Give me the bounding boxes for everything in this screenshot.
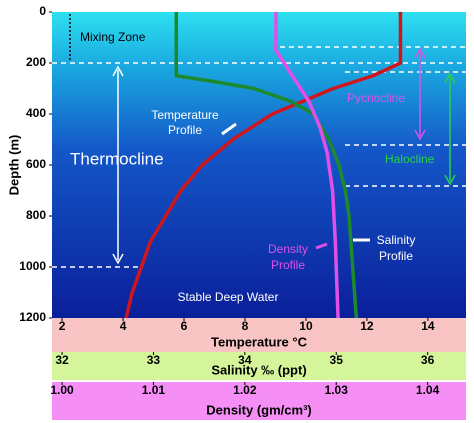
x-axis-label: Salinity ‰ (ppt) <box>211 362 306 377</box>
x-tick-label: 14 <box>421 319 435 333</box>
axis-band <box>52 318 466 352</box>
y-tick-label: 200 <box>26 55 46 69</box>
x-axis-label: Density (gm/cm³) <box>206 402 311 417</box>
axis-band <box>52 382 466 420</box>
x-tick-label: 35 <box>330 353 344 367</box>
x-axis-label: Temperature °C <box>211 334 308 349</box>
y-axis-label: Depth (m) <box>6 135 21 196</box>
annotation: Mixing Zone <box>80 30 146 44</box>
x-tick-label: 1.00 <box>50 383 74 397</box>
x-tick-label: 1.03 <box>325 383 349 397</box>
x-tick-label: 1.02 <box>233 383 257 397</box>
profile-line <box>274 12 340 319</box>
arrow-head <box>444 72 456 186</box>
x-tick-label: 36 <box>421 353 435 367</box>
y-tick-label: 600 <box>26 157 46 171</box>
x-tick-label: 2 <box>59 319 66 333</box>
annotation: Profile <box>168 123 202 137</box>
y-tick-label: 400 <box>26 106 46 120</box>
axis-band <box>52 352 466 380</box>
x-tick-label: 1.01 <box>142 383 166 397</box>
y-tick-label: 800 <box>26 208 46 222</box>
x-tick-label: 32 <box>55 353 69 367</box>
profile-line <box>124 12 403 319</box>
x-tick-label: 6 <box>181 319 188 333</box>
x-tick-label: 33 <box>147 353 161 367</box>
y-tick-label: 0 <box>39 4 46 18</box>
annotation: Halocline <box>385 152 435 166</box>
annotation: Profile <box>271 258 305 272</box>
pointer <box>315 242 328 250</box>
arrow-head <box>112 65 124 265</box>
x-tick-label: 4 <box>120 319 127 333</box>
pointer <box>221 122 237 136</box>
x-tick-label: 10 <box>299 319 313 333</box>
annotation: Thermocline <box>70 149 164 168</box>
annotation: Salinity <box>377 233 416 247</box>
arrow-head <box>414 47 426 141</box>
x-tick-label: 12 <box>360 319 374 333</box>
y-tick-label: 1000 <box>19 259 46 273</box>
x-tick-label: 34 <box>238 353 252 367</box>
annotation: Temperature <box>151 108 219 122</box>
x-tick-label: 8 <box>242 319 249 333</box>
annotation: Profile <box>379 249 413 263</box>
annotation-graphics <box>52 14 466 268</box>
annotation: Pycnocline <box>347 91 405 105</box>
y-tick-label: 1200 <box>19 310 46 324</box>
x-tick-label: 1.04 <box>416 383 440 397</box>
annotation: Density <box>268 242 308 256</box>
annotation: Stable Deep Water <box>178 290 279 304</box>
